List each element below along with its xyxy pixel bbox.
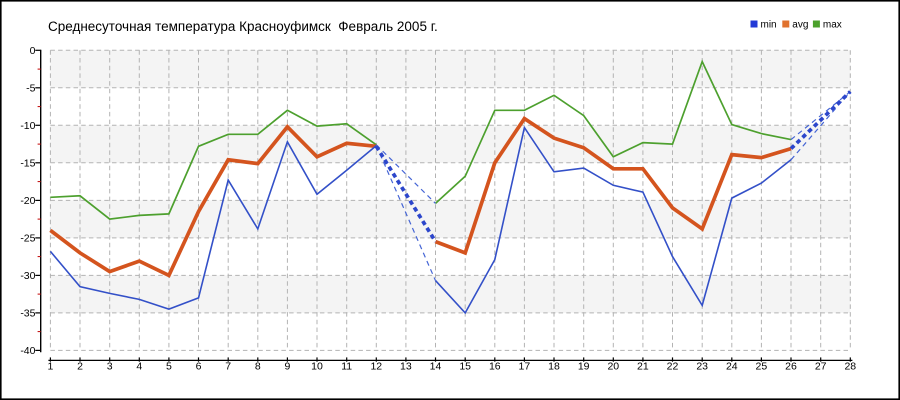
svg-text:27: 27 [815, 361, 827, 373]
svg-text:1: 1 [47, 361, 53, 373]
svg-text:10: 10 [311, 361, 323, 373]
svg-text:max: max [823, 20, 842, 31]
svg-text:-20: -20 [20, 195, 35, 207]
svg-text:8: 8 [255, 361, 261, 373]
svg-text:11: 11 [341, 361, 352, 373]
svg-text:7: 7 [225, 361, 231, 373]
svg-text:23: 23 [696, 361, 708, 373]
svg-text:15: 15 [459, 361, 471, 373]
svg-text:-25: -25 [20, 233, 35, 245]
svg-text:4: 4 [136, 361, 142, 373]
svg-text:-30: -30 [20, 270, 35, 282]
svg-text:18: 18 [548, 361, 560, 373]
svg-text:3: 3 [107, 361, 113, 373]
svg-text:16: 16 [489, 361, 501, 373]
svg-text:2: 2 [77, 361, 83, 373]
svg-text:0: 0 [30, 45, 36, 57]
svg-text:min: min [761, 20, 777, 31]
svg-text:avg: avg [792, 20, 808, 31]
svg-text:24: 24 [726, 361, 738, 373]
svg-text:19: 19 [578, 361, 590, 373]
svg-text:28: 28 [844, 361, 856, 373]
svg-text:9: 9 [284, 361, 290, 373]
svg-text:-15: -15 [20, 157, 35, 169]
svg-text:12: 12 [370, 361, 382, 373]
svg-text:21: 21 [637, 361, 649, 373]
svg-text:-35: -35 [20, 308, 35, 320]
svg-text:17: 17 [519, 361, 531, 373]
svg-text:5: 5 [166, 361, 172, 373]
svg-text:6: 6 [196, 361, 202, 373]
svg-text:25: 25 [756, 361, 768, 373]
svg-text:20: 20 [607, 361, 619, 373]
svg-text:Среднесуточная температура Кра: Среднесуточная температура Красноуфимск … [48, 19, 438, 34]
svg-text:-10: -10 [20, 120, 35, 132]
svg-text:13: 13 [400, 361, 412, 373]
svg-text:22: 22 [667, 361, 679, 373]
svg-text:-40: -40 [20, 345, 35, 357]
svg-text:14: 14 [430, 361, 442, 373]
svg-text:-5: -5 [26, 82, 35, 94]
svg-text:26: 26 [785, 361, 797, 373]
